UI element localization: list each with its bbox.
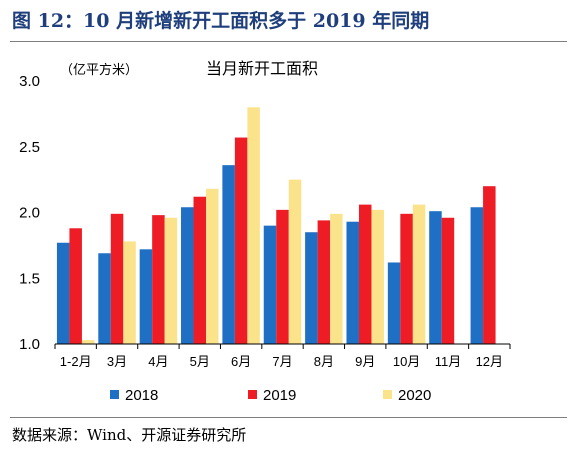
legend-swatch-2018 — [110, 390, 119, 399]
legend: 2018 2019 2020 — [110, 387, 431, 404]
x-tick-label: 7月 — [272, 354, 292, 369]
legend-label-2020: 2020 — [398, 387, 431, 404]
bar-2020-0 — [81, 340, 95, 344]
legend-swatch-2020 — [383, 390, 392, 399]
legend-label-2019: 2019 — [263, 387, 296, 404]
bar-2020-6 — [330, 213, 343, 344]
y-axis-label: （亿平方米） — [60, 62, 138, 77]
bar-2020-5 — [288, 179, 302, 344]
bar-2019-2 — [152, 215, 165, 344]
x-axis-ticks: 1-2月 3月 4月 5月 6月 7月 8月 9月 10月 11月 12月 — [54, 344, 511, 369]
bar-2018-5 — [263, 225, 277, 344]
chart-title: 当月新开工面积 — [206, 60, 318, 78]
bar-2019-8 — [400, 213, 413, 344]
figure-source: 数据来源：Wind、开源证券研究所 — [12, 426, 247, 444]
x-tick-label: 8月 — [314, 354, 334, 369]
bar-2020-4 — [247, 107, 260, 344]
bar-2019-0 — [69, 228, 82, 344]
legend-swatch-2019 — [248, 390, 257, 399]
bars-group — [56, 107, 496, 344]
bar-2020-1 — [123, 241, 136, 344]
y-axis-ticks: 1.0 1.5 2.0 2.5 3.0 — [19, 73, 40, 353]
bar-2018-4 — [222, 165, 235, 344]
bar-2018-10 — [470, 207, 484, 344]
bar-2019-4 — [234, 137, 248, 344]
bar-2019-7 — [358, 204, 372, 344]
legend-label-2018: 2018 — [125, 387, 158, 404]
title-divider — [10, 41, 567, 42]
x-tick-label: 4月 — [148, 354, 168, 369]
bar-2020-8 — [412, 204, 426, 344]
bar-2019-5 — [276, 209, 289, 344]
y-tick-label: 1.0 — [19, 336, 40, 353]
bar-2018-6 — [305, 232, 318, 344]
bar-2019-3 — [193, 196, 207, 344]
y-tick-label: 2.5 — [19, 139, 40, 156]
bar-2019-9 — [441, 217, 455, 344]
x-tick-label: 6月 — [231, 354, 251, 369]
x-tick-label: 10月 — [393, 354, 420, 369]
bar-2018-8 — [387, 262, 401, 344]
bar-2018-0 — [56, 242, 70, 344]
bar-2018-9 — [429, 211, 442, 344]
y-tick-label: 2.0 — [19, 205, 40, 222]
x-tick-label: 11月 — [435, 354, 462, 369]
bar-2020-3 — [206, 188, 219, 344]
figure-title: 图 12：10 月新增新开工面积多于 2019 年同期 — [12, 10, 430, 32]
x-tick-label: 5月 — [190, 354, 210, 369]
x-tick-label: 12月 — [476, 354, 503, 369]
bar-2020-7 — [371, 209, 384, 344]
bar-2018-3 — [181, 207, 194, 344]
bar-2019-6 — [317, 220, 331, 344]
y-tick-label: 3.0 — [19, 73, 40, 90]
bar-2018-7 — [346, 221, 359, 344]
source-divider — [10, 417, 567, 418]
x-tick-label: 1-2月 — [60, 354, 92, 369]
bar-2019-1 — [110, 213, 124, 344]
bar-2020-2 — [164, 217, 178, 344]
bar-2018-2 — [139, 249, 153, 344]
bar-2019-10 — [483, 186, 496, 344]
x-tick-label: 9月 — [355, 354, 375, 369]
y-tick-label: 1.5 — [19, 270, 40, 287]
bar-chart: 当月新开工面积 （亿平方米） 1.0 1.5 2.0 2.5 3.0 1-2月 3月 4月 5… — [19, 60, 511, 404]
x-tick-label: 3月 — [107, 354, 127, 369]
bar-2018-1 — [98, 253, 111, 344]
